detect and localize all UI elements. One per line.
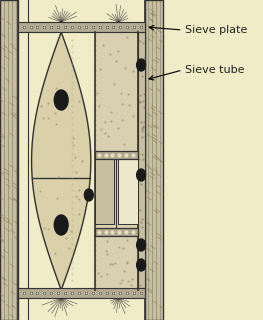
Polygon shape [32,32,91,290]
Ellipse shape [137,169,145,181]
Bar [18,32,145,288]
Ellipse shape [54,215,68,235]
Bar [95,32,138,288]
Text: Sieve plate: Sieve plate [185,25,247,35]
Bar [18,288,145,298]
Bar [145,0,163,320]
Ellipse shape [54,90,68,110]
Bar [118,159,138,224]
Bar [95,151,138,159]
Bar [0,0,18,320]
Bar [18,22,145,32]
Bar [95,159,114,224]
Ellipse shape [137,239,145,251]
Text: Sieve tube: Sieve tube [185,65,244,75]
Ellipse shape [84,189,93,201]
Ellipse shape [137,259,145,271]
Ellipse shape [137,59,145,71]
Bar [95,228,138,236]
Bar [138,32,145,288]
